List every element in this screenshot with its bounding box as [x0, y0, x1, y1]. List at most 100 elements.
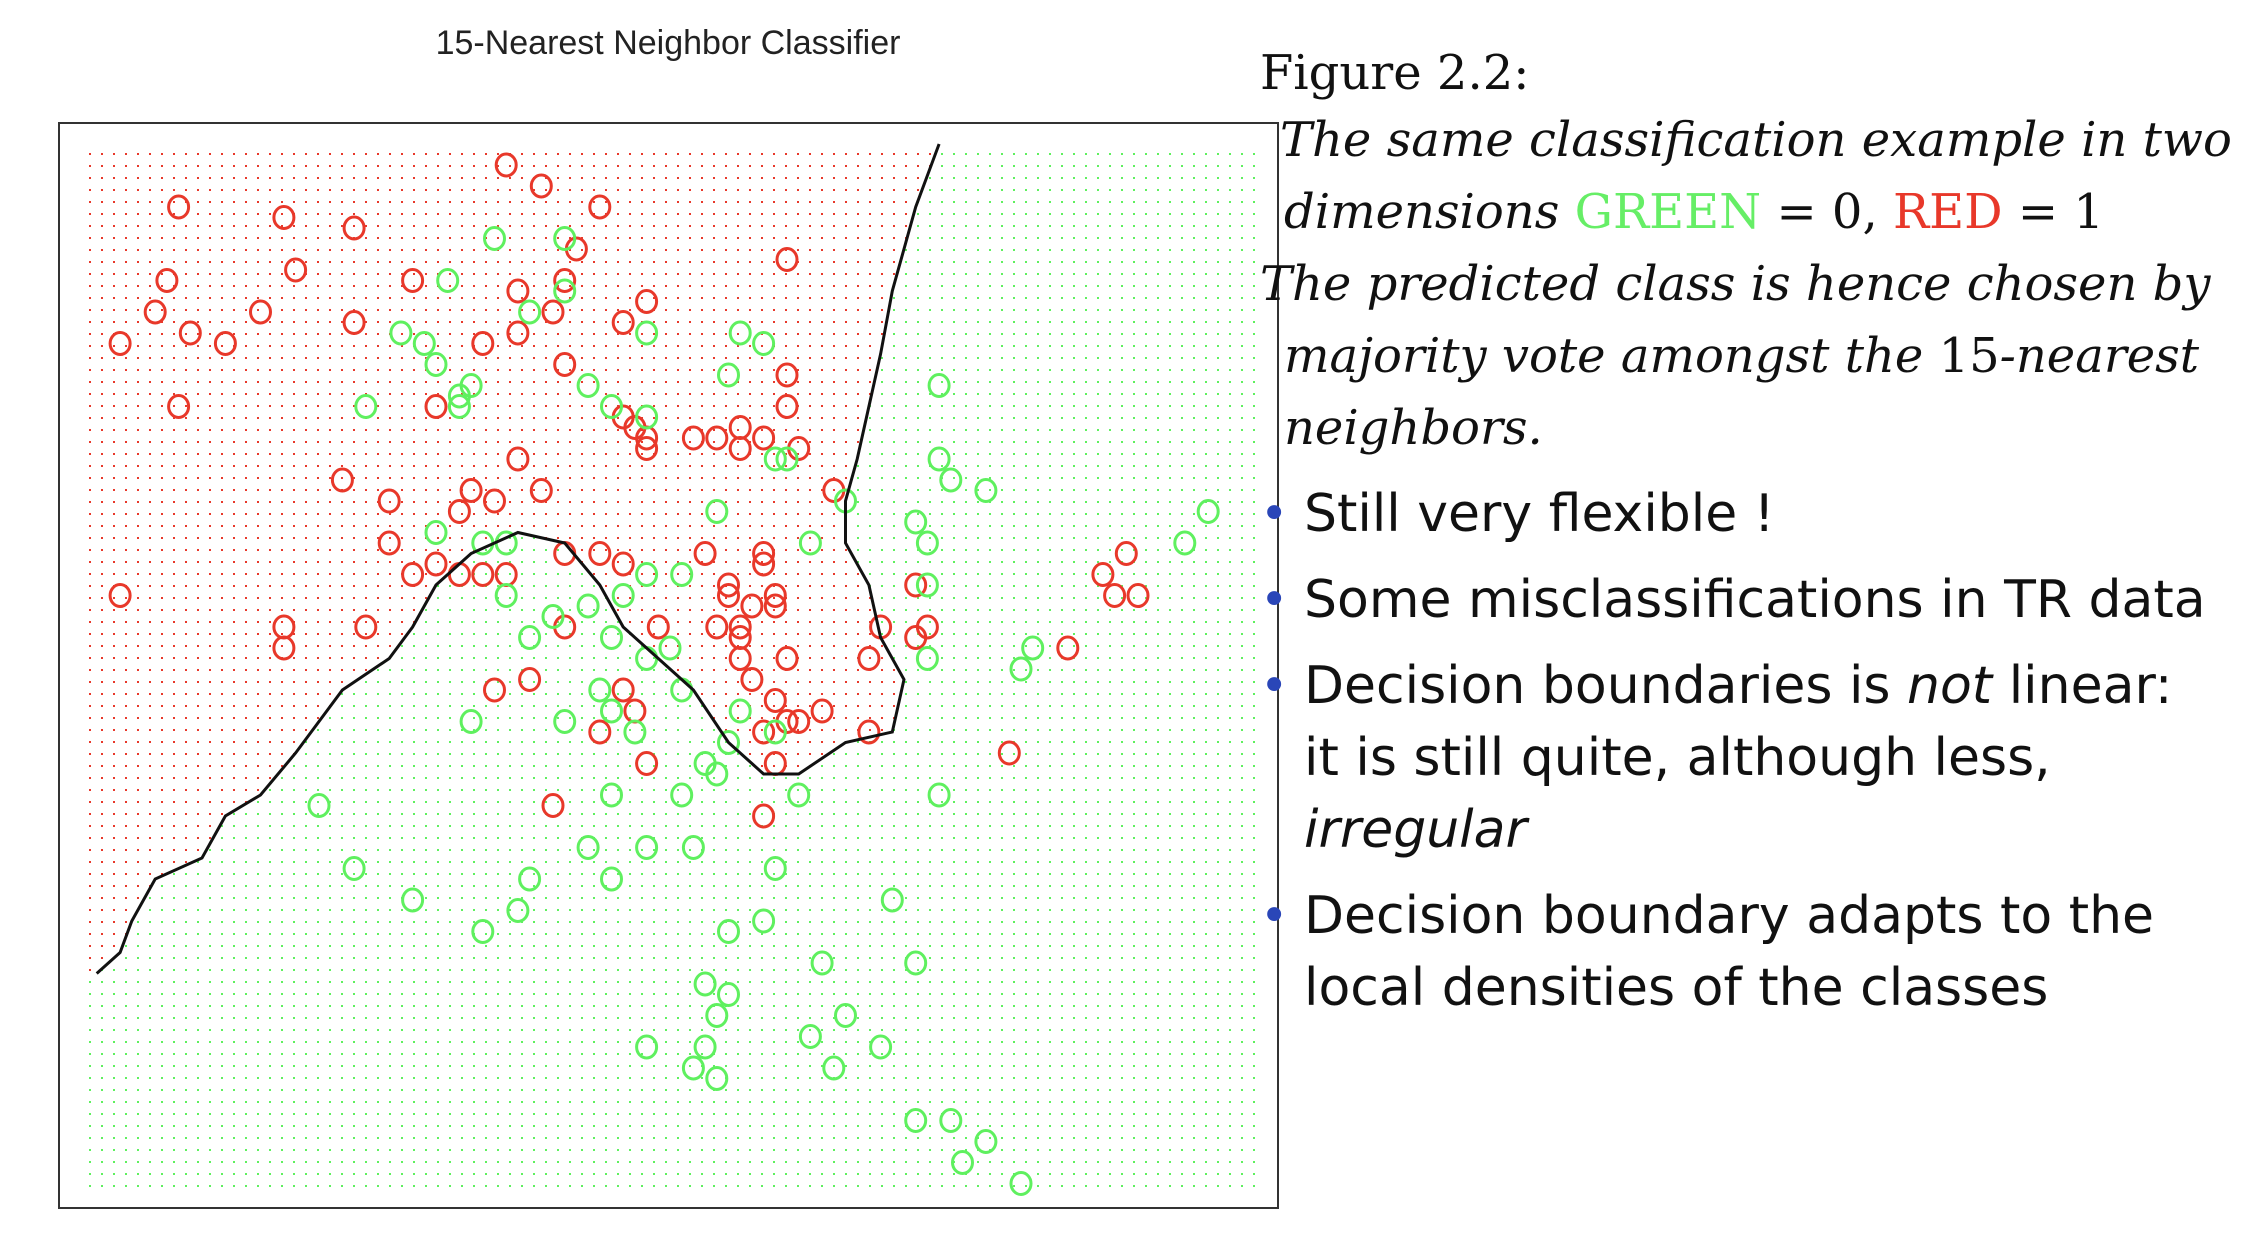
red-point — [728, 436, 752, 461]
red-point — [728, 614, 752, 640]
green-point — [518, 866, 542, 892]
green-point — [354, 394, 378, 419]
chart-title: 15-Nearest Neighbor Classifier — [435, 24, 901, 62]
red-point — [717, 583, 740, 608]
scatter-svg — [85, 143, 1255, 1196]
red-point — [553, 268, 577, 293]
red-point — [167, 394, 191, 419]
red-point — [588, 719, 612, 745]
green-point — [1009, 1171, 1033, 1196]
green-point — [576, 835, 600, 860]
bullet-emphasis: not — [1907, 656, 1993, 716]
red-point — [752, 541, 776, 566]
caption-eq: = 1 — [2017, 184, 2104, 240]
red-point — [483, 677, 506, 703]
red-point — [857, 646, 881, 671]
red-point — [377, 488, 401, 514]
green-point — [717, 730, 740, 755]
green-point — [1173, 530, 1197, 556]
red-point — [915, 614, 939, 640]
caption-text: -nearest — [1999, 328, 2200, 384]
green-point — [412, 331, 436, 356]
green-point — [904, 509, 928, 535]
green-point — [541, 604, 565, 629]
red-point — [728, 646, 752, 671]
caption-line-2: dimensions GREEN = 0, RED = 1 — [1260, 176, 2235, 248]
bullet-text: Decision boundaries is — [1304, 656, 1891, 716]
green-point — [635, 1034, 659, 1060]
bullet-text: Some misclassifications in TR data — [1304, 570, 2206, 630]
caption-text: dimensions — [1284, 184, 1560, 240]
red-point — [553, 352, 577, 377]
green-point — [518, 625, 542, 650]
red-point — [775, 247, 799, 272]
green-point — [635, 404, 659, 430]
bullet-text: Still very flexible ! — [1304, 484, 1775, 544]
green-point — [822, 1055, 846, 1081]
green-point — [436, 268, 460, 293]
red-point — [401, 562, 425, 587]
green-label: GREEN — [1574, 184, 1762, 240]
green-point — [553, 709, 577, 734]
green-point — [763, 856, 787, 881]
red-point — [810, 698, 834, 724]
red-point — [857, 719, 881, 745]
bullet-item: Still very flexible ! — [1260, 478, 2235, 550]
green-point — [927, 446, 951, 472]
green-point — [1009, 656, 1033, 682]
red-point — [213, 331, 237, 356]
green-point — [763, 719, 787, 745]
green-point — [670, 562, 694, 587]
green-point — [834, 1003, 857, 1028]
green-point — [471, 919, 495, 944]
red-point — [471, 331, 495, 356]
bullet-emphasis: irregular — [1304, 800, 1527, 860]
green-point — [681, 835, 705, 860]
green-point — [939, 1108, 963, 1133]
red-point — [330, 467, 354, 493]
red-point — [1103, 583, 1127, 608]
red-point — [167, 194, 191, 220]
green-point — [904, 1108, 928, 1133]
red-point — [775, 646, 799, 671]
red-point — [354, 614, 378, 640]
green-point — [798, 1024, 822, 1049]
red-point — [763, 593, 787, 619]
caption-line-1: The same classification example in two — [1260, 104, 2235, 176]
bullet-item: Decision boundaries is not linear: it is… — [1260, 650, 2235, 866]
red-point — [377, 530, 401, 556]
green-point — [447, 394, 471, 419]
green-point — [600, 625, 623, 650]
green-point — [775, 446, 799, 472]
green-point — [518, 299, 542, 325]
red-point — [635, 751, 659, 776]
red-point — [717, 572, 740, 598]
bullet-list: Still very flexible ! Some misclassifica… — [1260, 478, 2235, 1024]
red-point — [471, 562, 495, 587]
red-point — [401, 268, 425, 293]
green-point — [752, 331, 776, 356]
red-point — [611, 551, 635, 577]
red-point — [752, 719, 776, 745]
caption-line-4: majority vote amongst the 15-nearest — [1260, 320, 2235, 392]
red-point — [740, 667, 764, 692]
caption-text: The same classification example in two — [1280, 112, 2232, 168]
green-point — [459, 709, 483, 734]
red-point — [342, 310, 366, 335]
red-point — [529, 173, 553, 199]
red-point — [506, 446, 530, 472]
green-point — [693, 971, 717, 997]
red-region — [85, 144, 940, 974]
green-point — [1021, 635, 1045, 661]
caption-line-3: The predicted class is hence chosen by — [1260, 248, 2235, 320]
red-point — [459, 478, 483, 503]
green-point — [810, 950, 834, 976]
red-point — [635, 289, 659, 314]
green-point — [927, 373, 951, 398]
red-point — [635, 436, 659, 461]
green-point — [763, 446, 787, 472]
red-point — [1091, 562, 1115, 587]
bullet-item: Some misclassifications in TR data — [1260, 564, 2235, 636]
green-point — [705, 761, 729, 787]
caption-eq: = 0, — [1776, 184, 1878, 240]
